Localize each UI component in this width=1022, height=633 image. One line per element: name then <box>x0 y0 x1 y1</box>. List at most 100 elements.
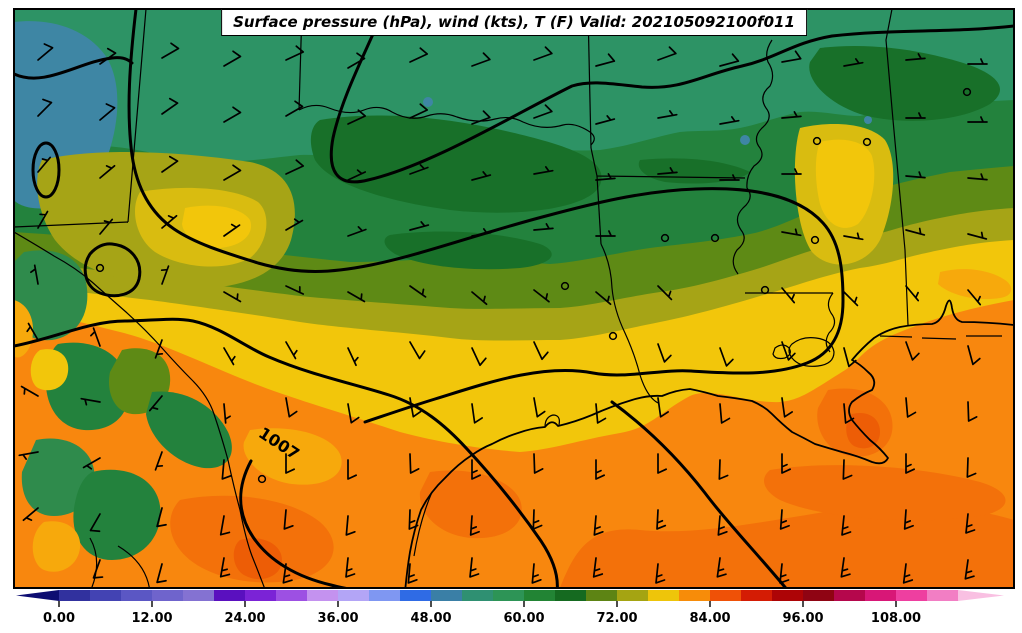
colorbar-tick-label: 96.00 <box>782 611 823 626</box>
wind-barb <box>219 557 231 578</box>
wind-barb <box>533 46 553 61</box>
temp-fill-region <box>14 250 88 341</box>
colorbar-segment <box>865 590 897 601</box>
wind-barb <box>154 339 164 359</box>
colorbar-segment <box>59 590 91 601</box>
colorbar-tick-label: 0.00 <box>43 611 75 626</box>
temp-fill-region <box>864 116 872 124</box>
wind-barb <box>716 557 727 578</box>
wind-barb <box>409 164 429 175</box>
wind-barb <box>779 509 790 530</box>
wind-barb <box>409 221 430 231</box>
wind-barb <box>903 509 914 530</box>
pressure-contour <box>239 459 352 588</box>
wind-barb <box>154 451 164 471</box>
colorbar-segment <box>834 590 866 601</box>
colorbar-segment <box>710 590 742 601</box>
wind-barb <box>347 52 366 69</box>
wind-barb <box>471 459 482 480</box>
wind-barb <box>967 116 988 123</box>
river-red <box>298 104 595 146</box>
colorbar-segment <box>617 590 649 601</box>
wind-barb <box>409 285 427 298</box>
wind-barb <box>781 287 796 304</box>
temp-fill-region <box>815 139 875 228</box>
temperature-fill-layer <box>14 9 1014 588</box>
wind-barb <box>967 231 988 240</box>
wind-barb <box>533 223 554 231</box>
colorbar-segment <box>90 590 122 601</box>
wind-barb <box>285 285 305 295</box>
wind-barb <box>471 347 487 367</box>
wind-barb <box>533 341 549 361</box>
wind-barb <box>347 169 367 181</box>
wind-barb <box>781 111 802 119</box>
wind-barb <box>967 289 982 306</box>
wind-barb <box>409 453 420 474</box>
colorbar-segment <box>214 590 246 601</box>
wind-barb-layer <box>18 42 988 584</box>
colorbar-segment <box>803 590 835 601</box>
wind-barb <box>595 291 612 306</box>
colorbar-tick-label: 72.00 <box>596 611 637 626</box>
wind-barb <box>223 223 241 237</box>
river-mississippi <box>732 39 774 275</box>
calm-wind-circle <box>810 235 820 245</box>
wind-barb <box>843 403 855 424</box>
calm-wind-circle <box>257 474 267 484</box>
colorbar-segment <box>772 590 804 601</box>
wind-barb <box>595 115 616 125</box>
wind-barb <box>657 397 669 418</box>
calm-wind-circle <box>710 233 720 243</box>
wind-barb <box>22 507 39 522</box>
wind-barb <box>902 563 914 584</box>
calm-wind-circle <box>660 233 670 243</box>
temp-fill-region <box>419 470 522 539</box>
wind-barb <box>18 451 39 460</box>
wind-barb <box>843 232 864 241</box>
wind-barb <box>533 104 553 119</box>
wind-barb <box>469 515 480 536</box>
wind-barb <box>595 459 606 480</box>
wind-barb <box>37 210 49 229</box>
wind-barb <box>781 50 802 63</box>
wind-barb <box>717 515 728 536</box>
wind-barb <box>99 103 116 121</box>
colorbar-segment <box>493 590 525 601</box>
wind-barb <box>595 173 616 181</box>
wind-barb <box>156 563 167 584</box>
river-sabine <box>600 243 659 404</box>
wind-barb <box>161 155 179 173</box>
colorbar-segment <box>400 590 432 601</box>
wind-barb <box>408 509 419 530</box>
colorbar-segment <box>307 590 339 601</box>
pressure-contour-closed <box>83 242 142 298</box>
colorbar-under-arrow <box>16 590 59 601</box>
galveston-bay <box>544 414 560 428</box>
wind-barb <box>409 47 429 63</box>
colorbar-segment <box>586 590 618 601</box>
wind-barb <box>843 347 857 368</box>
wind-barb <box>533 453 544 474</box>
wind-barb <box>657 343 672 363</box>
wind-barb <box>223 50 242 67</box>
wind-barb <box>347 403 360 424</box>
wind-barb <box>285 45 305 61</box>
wind-barb <box>285 159 305 175</box>
wind-barb <box>407 563 418 584</box>
wind-barb <box>595 230 616 237</box>
wind-barb <box>90 327 101 347</box>
wind-barb <box>964 559 975 580</box>
temp-fill-region <box>740 135 750 145</box>
colorbar-segment <box>648 590 680 601</box>
barrier-islands <box>879 335 1002 340</box>
wind-barb <box>89 513 101 533</box>
wind-barb <box>285 453 296 474</box>
wind-barb <box>99 47 117 65</box>
wind-barb <box>719 174 740 181</box>
wind-barb <box>592 557 604 578</box>
wind-barb <box>657 285 673 301</box>
wind-barb <box>37 43 54 61</box>
wind-barb <box>409 397 422 418</box>
